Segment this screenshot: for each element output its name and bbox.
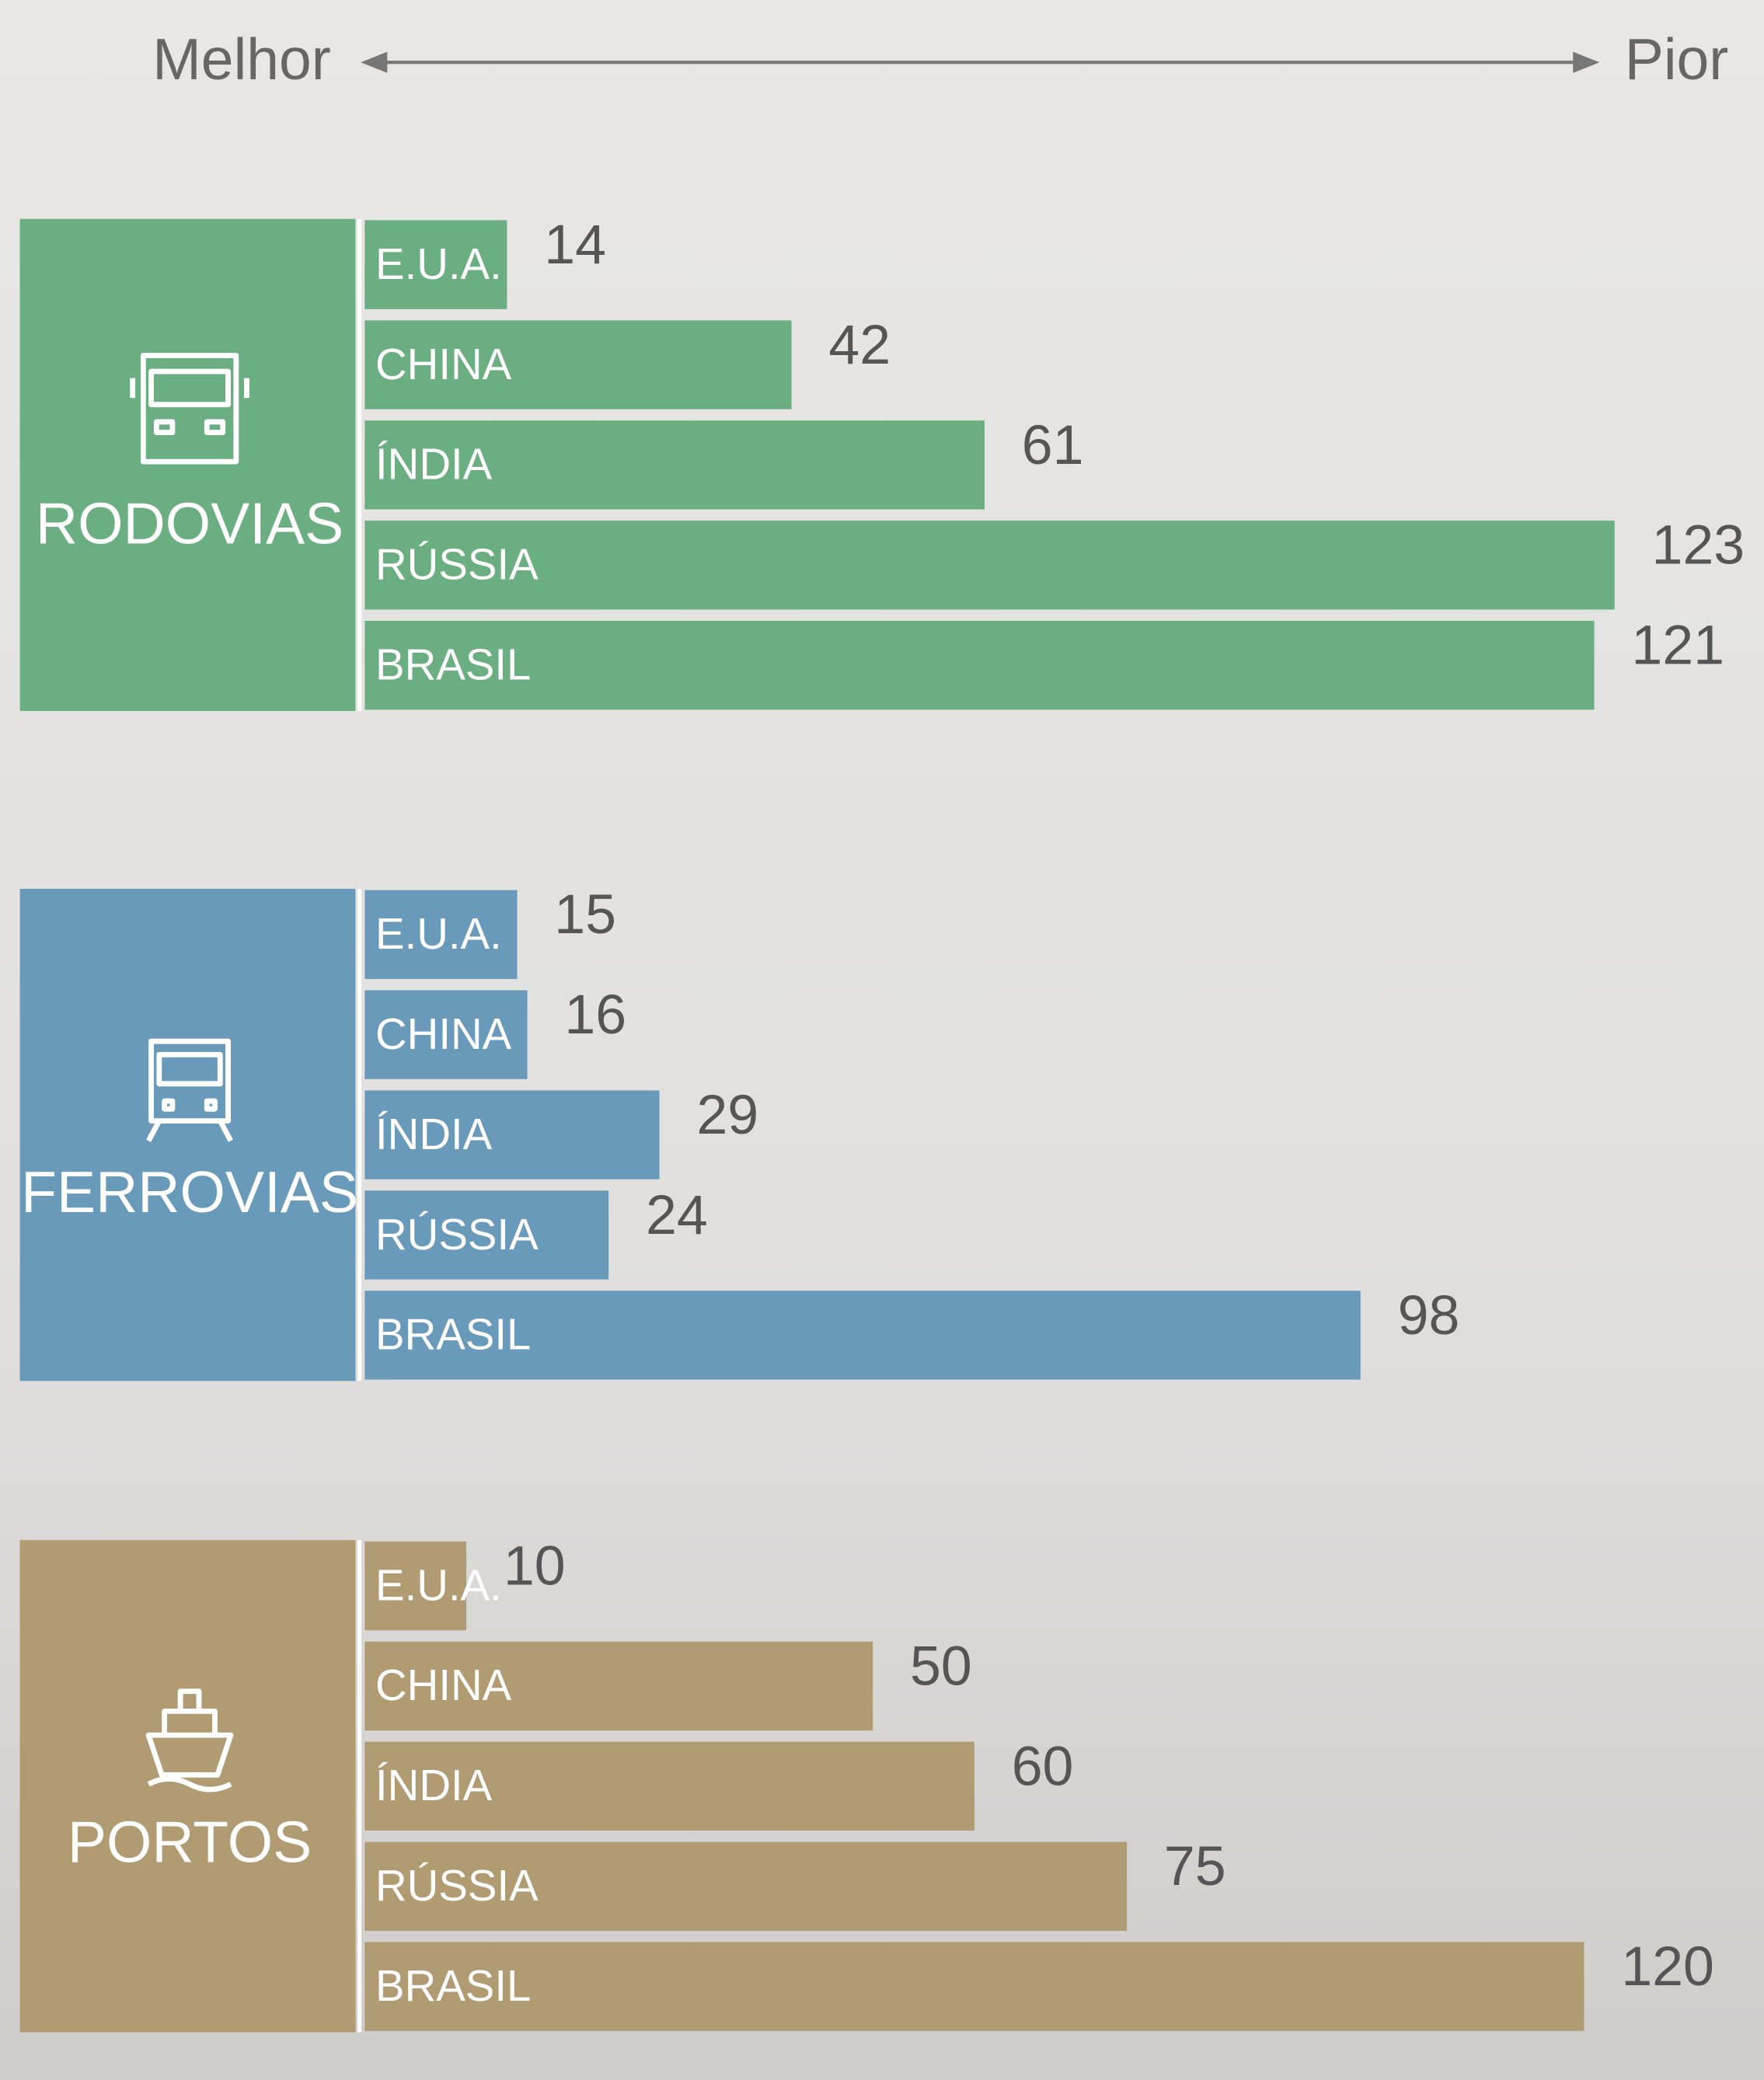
category-label: RÚSSIA — [375, 540, 539, 589]
bar — [364, 320, 792, 409]
category-label: E.U.A. — [375, 1560, 502, 1609]
value-label: 16 — [564, 984, 626, 1046]
better-label: Melhor — [152, 26, 331, 92]
value-label: 15 — [554, 883, 616, 946]
chart-title: FERROVIAS — [21, 1159, 358, 1225]
bar — [364, 420, 985, 510]
category-box — [19, 218, 356, 712]
category-label: CHINA — [375, 1009, 512, 1058]
bar — [364, 1541, 467, 1631]
bar — [364, 1190, 609, 1280]
value-label: 120 — [1621, 1935, 1714, 1998]
chart-title: PORTOS — [68, 1809, 312, 1874]
category-label: BRASIL — [375, 639, 531, 688]
value-label: 61 — [1022, 414, 1084, 476]
chart-title: RODOVIAS — [36, 490, 343, 556]
icon — [130, 353, 249, 465]
value-label: 123 — [1652, 514, 1745, 577]
category-label: RÚSSIA — [375, 1210, 539, 1259]
icon — [146, 1038, 233, 1142]
value-label: 10 — [504, 1535, 566, 1597]
bar — [364, 1090, 660, 1179]
bar — [364, 990, 528, 1079]
category-label: E.U.A. — [375, 239, 502, 288]
category-label: CHINA — [375, 1660, 512, 1709]
value-label: 60 — [1012, 1735, 1074, 1797]
category-label: ÍNDIA — [375, 1110, 493, 1158]
value-label: 29 — [696, 1084, 758, 1146]
category-label: ÍNDIA — [375, 440, 493, 489]
category-label: BRASIL — [375, 1310, 531, 1359]
category-box — [19, 1540, 356, 2033]
category-box — [19, 888, 356, 1381]
bar — [364, 521, 1615, 610]
category-label: E.U.A. — [375, 909, 502, 958]
value-label: 50 — [910, 1635, 972, 1697]
icon — [145, 1688, 234, 1793]
bar — [364, 1291, 1361, 1380]
bar — [364, 890, 518, 979]
value-label: 14 — [544, 214, 606, 276]
category-label: ÍNDIA — [375, 1761, 493, 1810]
bar — [364, 1841, 1128, 1931]
worse-label: Pior — [1625, 26, 1729, 92]
category-label: CHINA — [375, 340, 512, 388]
bar — [364, 1641, 873, 1731]
value-label: 75 — [1164, 1835, 1226, 1897]
category-label: RÚSSIA — [375, 1861, 539, 1910]
bar — [364, 220, 507, 309]
value-label: 42 — [828, 314, 891, 376]
bar — [364, 621, 1595, 710]
value-label: 24 — [646, 1184, 708, 1246]
bar — [364, 1942, 1584, 2031]
category-label: BRASIL — [375, 1961, 531, 2010]
value-label: 98 — [1398, 1284, 1460, 1347]
bar — [364, 1741, 974, 1831]
value-label: 121 — [1631, 615, 1724, 677]
